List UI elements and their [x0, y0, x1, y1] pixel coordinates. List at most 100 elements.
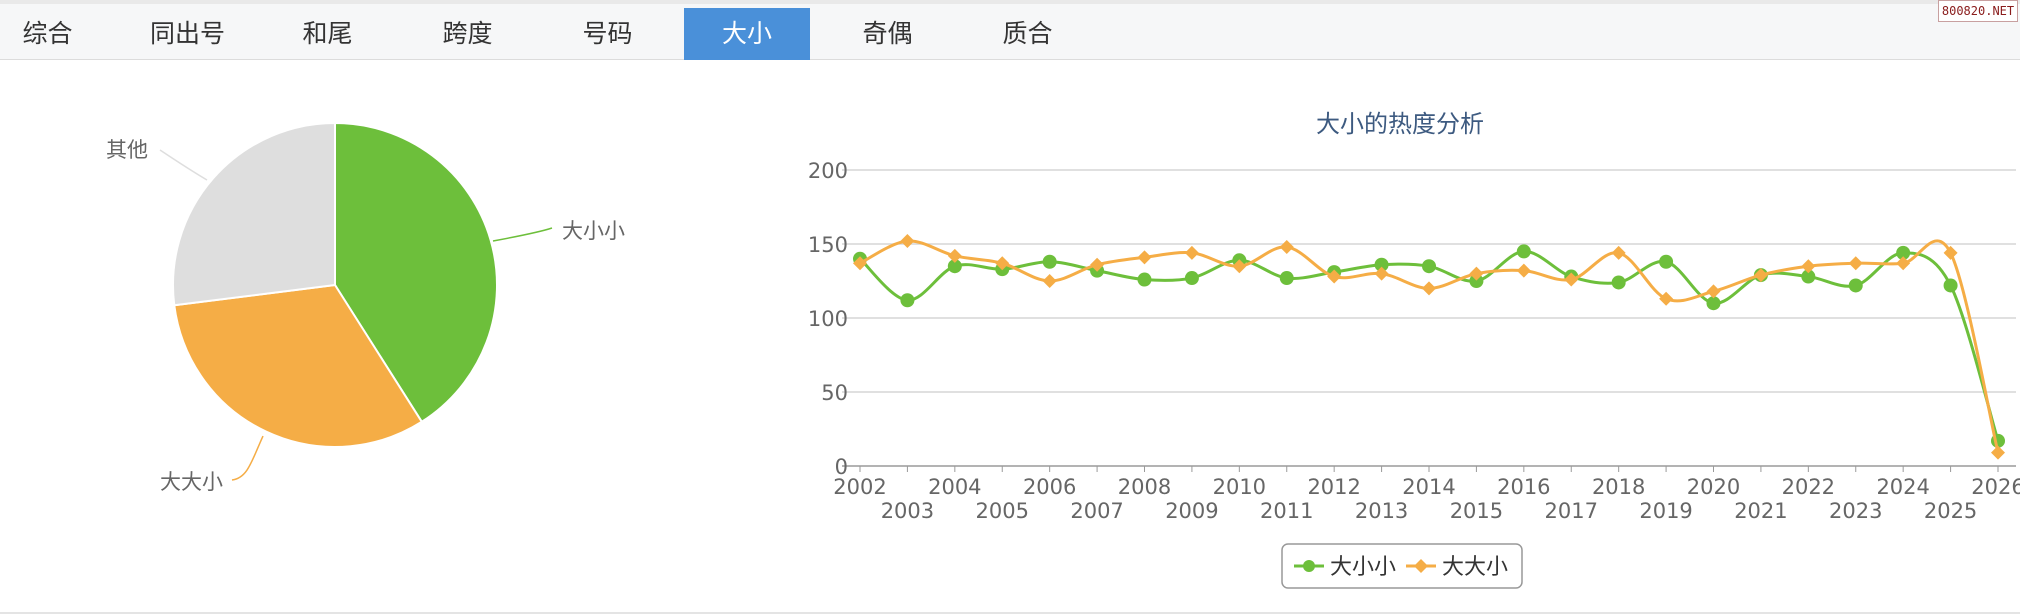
tab-jiou[interactable]: 奇偶 — [862, 19, 913, 48]
bottom-border — [0, 612, 2020, 614]
site-watermark: 800820.NET — [1938, 0, 2018, 22]
x-tick-label: 2020 — [1687, 475, 1740, 499]
tab-kuadu[interactable]: 跨度 — [442, 19, 493, 48]
x-tick-label: 2004 — [928, 475, 981, 499]
data-point-1-2[interactable] — [947, 248, 962, 263]
x-tick-label: 2010 — [1213, 475, 1266, 499]
x-tick-label: 2024 — [1876, 475, 1929, 499]
x-tick-label: 2014 — [1402, 475, 1455, 499]
y-tick-label: 50 — [821, 381, 848, 405]
data-point-1-13[interactable] — [1469, 266, 1484, 281]
data-point-1-20[interactable] — [1801, 259, 1816, 274]
tab-haoma[interactable]: 号码 — [582, 19, 633, 48]
pie-slice-2[interactable] — [172, 121, 336, 307]
tab-hewei[interactable]: 和尾 — [302, 19, 353, 48]
data-point-1-11[interactable] — [1374, 266, 1389, 281]
data-point-1-3[interactable] — [995, 256, 1010, 271]
y-tick-label: 150 — [808, 233, 848, 257]
legend-box — [1281, 543, 1523, 589]
data-point-1-1[interactable] — [900, 234, 915, 249]
legend-label-dadaxiao[interactable]: 大大小 — [1442, 555, 1508, 580]
x-tick-label: 2023 — [1829, 499, 1882, 523]
data-point-0-7[interactable] — [1184, 271, 1199, 286]
data-point-0-9[interactable] — [1279, 271, 1294, 286]
pie-leader-line — [159, 149, 208, 181]
data-point-1-14[interactable] — [1516, 263, 1531, 278]
chart-legend: 大小小 大大小 — [1281, 543, 1523, 589]
x-tick-label: 2025 — [1924, 499, 1977, 523]
y-tick-label: 100 — [808, 307, 848, 331]
x-tick-label: 2026 — [1971, 475, 2020, 499]
tab-bar: 综合 同出号 和尾 跨度 号码 大小 奇偶 质合 — [0, 4, 2020, 60]
data-point-1-9[interactable] — [1279, 239, 1294, 254]
x-tick-label: 2003 — [881, 499, 934, 523]
data-point-1-23[interactable] — [1943, 245, 1958, 260]
pie-slice-1[interactable] — [173, 283, 424, 448]
series-line-0 — [858, 249, 2000, 442]
data-point-0-17[interactable] — [1659, 254, 1674, 269]
x-tick-label: 2007 — [1070, 499, 1123, 523]
data-point-1-6[interactable] — [1137, 250, 1152, 265]
pie-label-qita: 其他 — [106, 138, 148, 162]
tab-zonghe[interactable]: 综合 — [22, 19, 73, 48]
data-point-0-20[interactable] — [1801, 269, 1816, 284]
x-tick-label: 2019 — [1639, 499, 1692, 523]
tab-tongchuhao[interactable]: 同出号 — [149, 19, 225, 48]
tab-daxiao[interactable]: 大小 — [684, 8, 810, 60]
x-tick-label: 2016 — [1497, 475, 1550, 499]
x-tick-label: 2017 — [1545, 499, 1598, 523]
x-tick-label: 2008 — [1118, 475, 1171, 499]
data-point-0-14[interactable] — [1516, 244, 1531, 259]
data-point-1-4[interactable] — [1042, 274, 1057, 288]
data-point-0-11[interactable] — [1374, 257, 1389, 272]
x-tick-label: 2015 — [1450, 499, 1503, 523]
data-point-0-13[interactable] — [1469, 274, 1484, 288]
data-point-1-7[interactable] — [1184, 245, 1199, 260]
data-point-1-0[interactable] — [853, 256, 867, 271]
data-point-0-12[interactable] — [1422, 259, 1436, 274]
data-point-1-16[interactable] — [1611, 245, 1626, 260]
legend-marker-daxiaoxiao[interactable] — [1303, 560, 1315, 572]
data-point-1-5[interactable] — [1090, 257, 1105, 272]
pie-label-daxiaoxiao: 大小小 — [562, 219, 625, 243]
data-point-0-16[interactable] — [1611, 275, 1626, 290]
data-point-1-8[interactable] — [1232, 259, 1247, 274]
data-point-1-10[interactable] — [1327, 269, 1342, 284]
data-point-0-21[interactable] — [1848, 278, 1863, 293]
legend-marker-dadaxiao[interactable] — [1414, 559, 1428, 573]
data-point-1-24[interactable] — [1991, 445, 2005, 460]
x-tick-label: 2018 — [1592, 475, 1645, 499]
data-point-1-17[interactable] — [1659, 291, 1674, 306]
data-point-1-18[interactable] — [1706, 284, 1721, 299]
data-point-1-15[interactable] — [1564, 272, 1579, 287]
pie-label-dadaxiao: 大大小 — [160, 470, 223, 494]
data-point-0-22[interactable] — [1896, 245, 1911, 260]
data-point-1-22[interactable] — [1896, 256, 1911, 271]
tab-zhihe[interactable]: 质合 — [1002, 19, 1053, 48]
y-tick-label: 200 — [808, 159, 848, 183]
data-point-0-1[interactable] — [900, 293, 915, 308]
x-tick-label: 2002 — [833, 475, 886, 499]
data-point-1-12[interactable] — [1422, 281, 1436, 296]
x-tick-label: 2012 — [1307, 475, 1360, 499]
x-tick-label: 2005 — [976, 499, 1029, 523]
top-border — [0, 0, 2020, 4]
data-point-0-23[interactable] — [1943, 278, 1958, 293]
x-tick-label: 2006 — [1023, 475, 1076, 499]
y-tick-label: 0 — [835, 455, 848, 479]
data-point-1-19[interactable] — [1753, 268, 1768, 283]
x-tick-label: 2009 — [1165, 499, 1218, 523]
data-point-0-6[interactable] — [1137, 272, 1152, 287]
legend-label-daxiaoxiao[interactable]: 大小小 — [1330, 555, 1396, 580]
data-point-1-21[interactable] — [1848, 256, 1863, 271]
x-tick-label: 2013 — [1355, 499, 1408, 523]
data-point-0-4[interactable] — [1042, 254, 1057, 269]
data-point-0-18[interactable] — [1706, 296, 1721, 311]
pie-chart: 大小小 大大小 其他 — [106, 121, 625, 494]
x-tick-label: 2021 — [1734, 499, 1787, 523]
chart-title: 大小的热度分析 — [1316, 110, 1484, 138]
x-tick-label: 2022 — [1782, 475, 1835, 499]
pie-leader-line — [492, 227, 553, 242]
data-point-0-2[interactable] — [947, 259, 962, 274]
